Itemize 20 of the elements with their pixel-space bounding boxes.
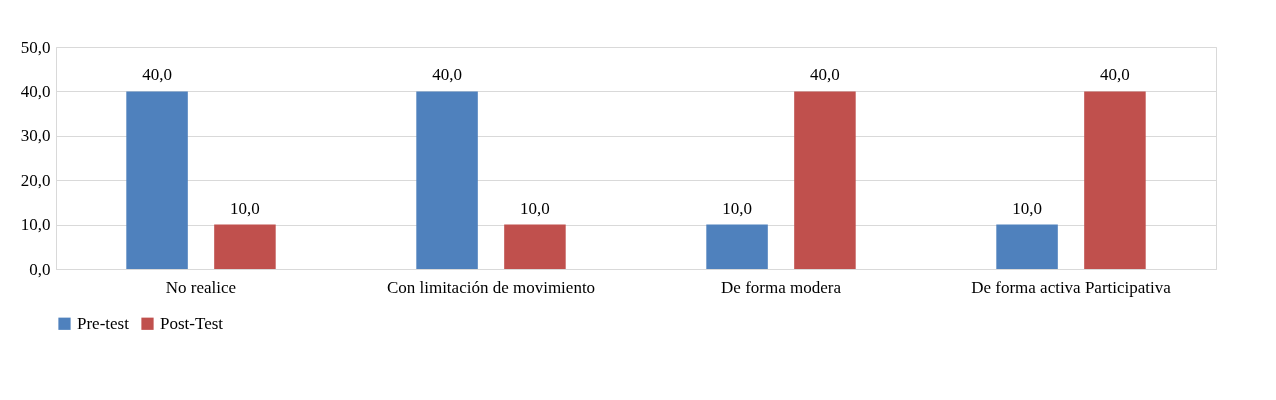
y-tick-label: 50,0 xyxy=(20,37,51,57)
x-tick-label: De forma activa Participativa xyxy=(971,277,1172,297)
y-tick-label: 0,0 xyxy=(29,259,51,279)
data-label: 10,0 xyxy=(230,198,260,218)
data-label: 10,0 xyxy=(520,198,550,218)
x-tick-label: De forma modera xyxy=(721,277,842,297)
data-label: 10,0 xyxy=(722,198,752,218)
y-tick-label: 20,0 xyxy=(20,170,51,190)
y-tick-label: 10,0 xyxy=(20,215,51,235)
y-tick-label: 40,0 xyxy=(20,81,51,101)
legend-label: Pre-test xyxy=(77,313,130,333)
y-tick-label: 30,0 xyxy=(20,126,51,146)
data-label: 10,0 xyxy=(1012,198,1042,218)
data-label: 40,0 xyxy=(1100,65,1130,85)
data-label: 40,0 xyxy=(142,65,172,85)
data-label: 40,0 xyxy=(810,65,840,85)
x-tick-label: Con limitación de movimiento xyxy=(386,277,596,297)
x-tick-label: No realice xyxy=(165,277,237,297)
legend-label: Post-Test xyxy=(160,313,224,333)
data-label: 40,0 xyxy=(432,65,462,85)
